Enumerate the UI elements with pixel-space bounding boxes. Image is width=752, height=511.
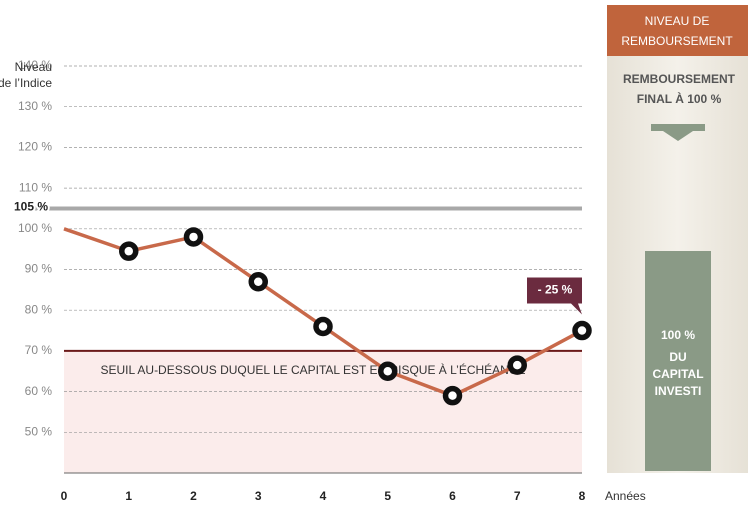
y-tick-label: 120 % [18,140,52,154]
payout-bar-label: DU [669,350,686,364]
point-marker [378,361,398,381]
panel-subtitle: FINAL À 100 % [637,91,722,106]
arrow [651,124,705,141]
panel-header-text: NIVEAU DE [645,14,710,28]
y-tick-label: 70 % [25,343,53,357]
y-tick-label: 100 % [18,221,52,235]
y-axis-title: Niveau [15,60,52,74]
threshold-text: SEUIL AU-DESSOUS DUQUEL LE CAPITAL EST E… [100,362,525,377]
x-tick-label: 4 [320,489,327,503]
x-tick-label: 7 [514,489,521,503]
payout-bar-label: CAPITAL [652,367,703,381]
y-tick-label: 130 % [18,99,52,113]
reference-label: 105 % [14,200,48,214]
point-marker [119,241,139,261]
x-tick-label: 8 [579,489,586,503]
point-marker [572,320,592,341]
x-tick-label: 2 [190,489,197,503]
x-axis-title: Années [605,489,646,503]
y-tick-label: 60 % [25,384,53,398]
payout-bar-label: INVESTI [655,384,702,398]
point-marker [313,316,333,337]
y-axis-title: de l’Indice [0,76,52,90]
y-tick-label: 80 % [25,302,53,316]
panel-header [607,5,748,56]
payout-bar [645,251,711,471]
x-tick-label: 6 [449,489,456,503]
x-tick-label: 3 [255,489,262,503]
y-tick-label: 50 % [25,424,53,438]
y-tick-label: 110 % [19,180,52,194]
panel-subtitle: REMBOURSEMENT [623,72,736,86]
point-marker [442,385,463,406]
x-tick-label: 1 [125,489,132,503]
y-tick-label: 90 % [25,262,53,276]
y-tick-label: 140 % [18,58,52,72]
annotation-box [527,277,582,315]
annotation-text: - 25 % [538,283,573,297]
x-tick-label: 5 [384,489,391,503]
point-marker [248,271,268,292]
point-marker [507,355,527,375]
risk-zone [64,350,582,473]
x-tick-label: 0 [61,489,68,503]
payout-bar-label: 100 % [661,328,695,342]
point-marker [183,227,204,247]
panel-header-text: REMBOURSEMENT [621,34,733,48]
